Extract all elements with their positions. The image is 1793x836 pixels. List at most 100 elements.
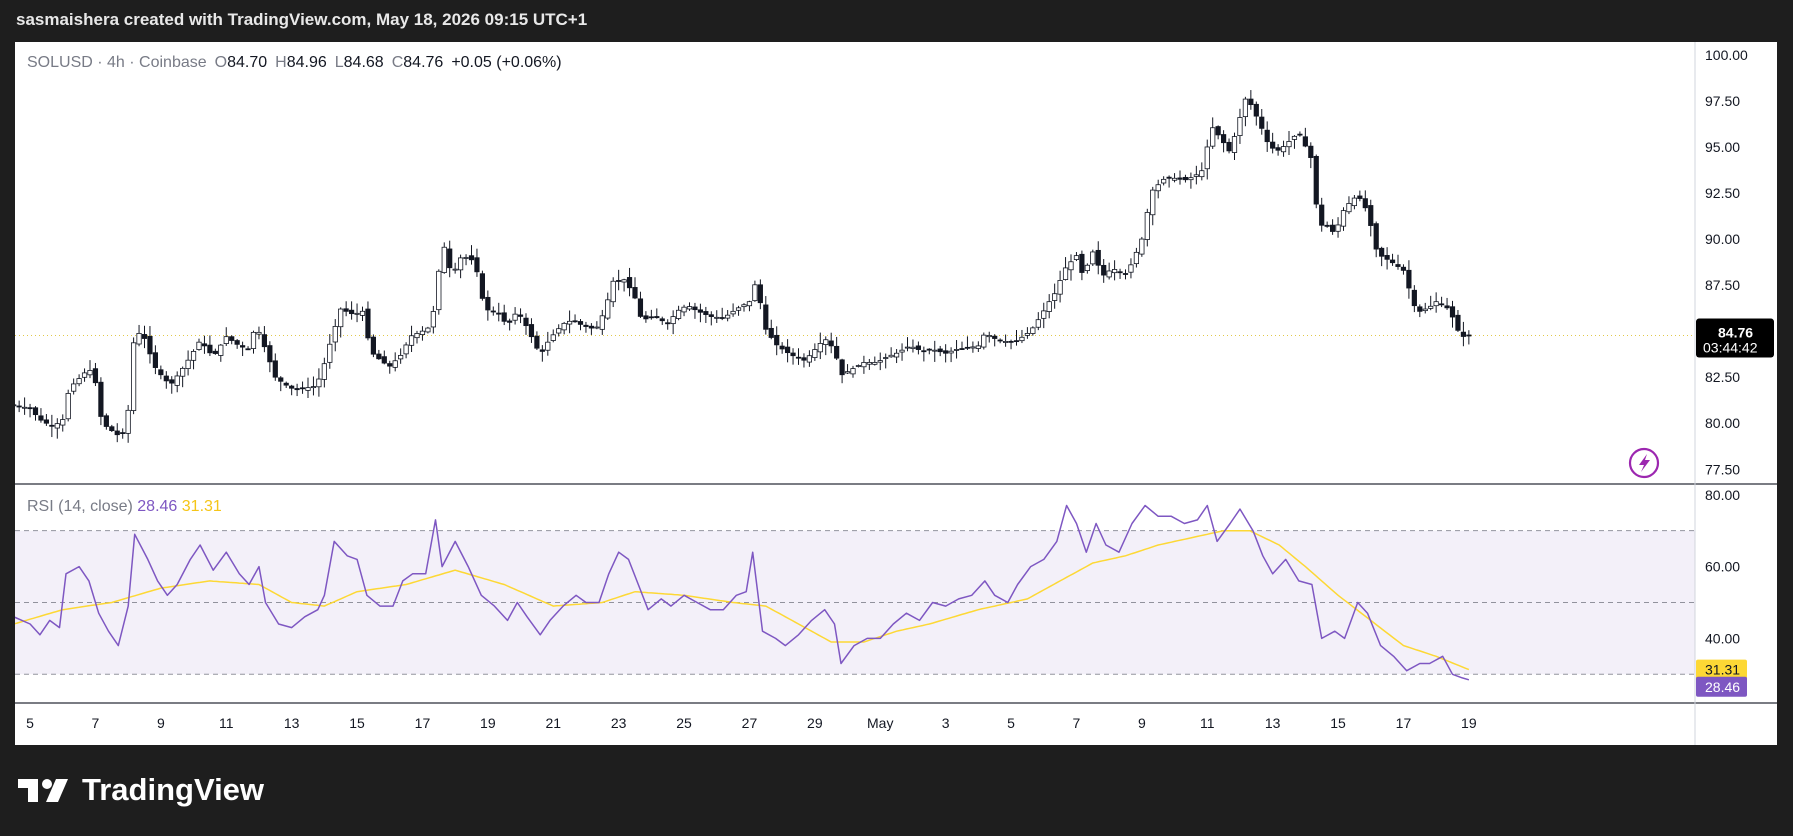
candle-up: [986, 335, 992, 338]
candle-down: [915, 345, 922, 350]
candle-down: [779, 345, 785, 350]
candle-up: [354, 312, 360, 315]
candle-up: [425, 327, 431, 333]
candle-down: [937, 348, 943, 353]
time-axis-tick: 11: [1200, 715, 1215, 731]
candle-down: [1166, 176, 1172, 179]
candle-down: [1466, 334, 1472, 337]
candle-up: [1150, 189, 1156, 216]
close-value: 84.76: [403, 54, 444, 71]
candle-up: [752, 284, 758, 302]
candle-down: [1264, 129, 1270, 143]
candle-up: [1351, 197, 1357, 207]
candle-down: [289, 385, 295, 389]
candle-up: [1242, 98, 1248, 118]
rsi-ma-value-tag: [1696, 659, 1747, 680]
candle-down: [92, 368, 99, 384]
candle-up: [741, 304, 747, 308]
candle-up: [1237, 117, 1243, 136]
candle-up: [894, 352, 900, 358]
candle-down: [1379, 247, 1385, 257]
candle-up: [817, 343, 823, 353]
candle-down: [1400, 266, 1407, 271]
candle-up: [823, 339, 829, 345]
chart-panel[interactable]: [15, 42, 1777, 745]
candle-down: [163, 375, 169, 382]
open-value: 84.70: [227, 54, 268, 71]
candle-countdown: 03:44:42: [1703, 340, 1758, 356]
candle-up: [1035, 319, 1041, 328]
candle-up: [1128, 264, 1134, 273]
candle-down: [294, 388, 300, 391]
time-axis-tick: May: [867, 715, 893, 731]
candle-up: [1024, 333, 1031, 336]
time-axis-tick: 27: [742, 715, 758, 731]
symbol-label[interactable]: SOLUSD · 4h · Coinbase: [27, 54, 207, 71]
candle-up: [131, 342, 137, 411]
candle-up: [981, 334, 987, 348]
candle-down: [828, 340, 834, 347]
candle-down: [763, 304, 769, 330]
candle-up: [861, 362, 867, 368]
candle-up: [87, 370, 93, 376]
candle-down: [1460, 331, 1466, 337]
candle-down: [1411, 289, 1417, 307]
candle-up: [844, 371, 851, 374]
candle-down: [1008, 340, 1014, 343]
rsi-indicator-label[interactable]: RSI (14, close): [27, 498, 133, 515]
price-axis-tick: 82.50: [1705, 369, 1740, 385]
candle-up: [605, 299, 611, 319]
candle-down: [1313, 155, 1319, 205]
low-value: 84.68: [343, 54, 384, 71]
candle-down: [245, 348, 251, 351]
attribution-header: sasmaishera created with TradingView.com…: [16, 10, 588, 29]
candle-down: [152, 352, 158, 368]
last-price-tag: [1696, 318, 1774, 358]
candle-up: [1193, 174, 1199, 177]
candle-down: [1221, 134, 1227, 144]
time-axis-tick: 19: [480, 715, 496, 731]
candle-up: [327, 343, 333, 363]
candle-down: [120, 432, 126, 434]
candle-down: [239, 345, 246, 348]
separator-layer: [15, 42, 1777, 745]
candle-down: [697, 309, 704, 313]
candle-down: [626, 277, 633, 289]
candle-up: [1052, 293, 1058, 301]
candle-up: [174, 375, 180, 386]
candle-down: [523, 317, 529, 327]
candle-down: [1455, 314, 1461, 331]
candle-up: [136, 332, 142, 345]
candle-down: [692, 306, 698, 311]
candle-down: [147, 335, 153, 355]
candle-down: [534, 335, 540, 349]
candle-up: [332, 326, 338, 343]
candle-down: [212, 350, 218, 354]
candle-down: [32, 407, 39, 416]
rsi-legend-value: 28.46: [137, 498, 178, 515]
price-axis-tick: 87.50: [1705, 277, 1740, 293]
candle-down: [103, 415, 109, 427]
time-axis-tick: 29: [807, 715, 823, 731]
candle-down: [1248, 98, 1254, 106]
candle-up: [321, 363, 327, 380]
candle-down: [49, 424, 55, 427]
price-axis-tick: 80.00: [1705, 415, 1740, 431]
candle-down: [169, 379, 175, 384]
candle-up: [223, 336, 229, 344]
time-axis-tick: 17: [1396, 715, 1412, 731]
price-chart-svg[interactable]: 100.00 97.50 95.00 92.50 90.00 87.50 82.50 80.0…: [15, 42, 1777, 745]
candle-up: [250, 331, 257, 349]
candle-up: [1090, 251, 1096, 265]
candle-up: [1155, 184, 1161, 192]
tradingview-logo-icon: [18, 779, 68, 802]
candle-down: [839, 359, 845, 376]
candle-up: [686, 306, 693, 310]
candle-up: [408, 335, 415, 346]
candle-down: [1182, 176, 1189, 181]
candle-up: [190, 350, 197, 361]
candle-up: [1003, 341, 1009, 343]
lightning-bolt-icon[interactable]: [1628, 447, 1660, 479]
candle-down: [1406, 269, 1412, 289]
